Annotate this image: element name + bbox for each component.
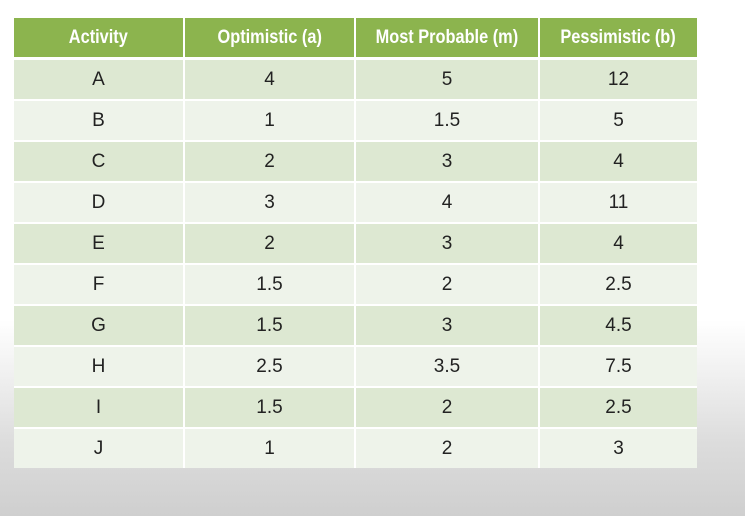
table-row: B 1 1.5 5	[14, 99, 697, 141]
cell-activity: J	[14, 427, 184, 468]
cell-optimistic: 1.5	[183, 263, 355, 305]
cell-pessimistic: 2.5	[538, 386, 697, 428]
table-row: F 1.5 2 2.5	[14, 263, 697, 305]
header-optimistic: Optimistic (a)	[183, 18, 355, 60]
cell-optimistic: 2.5	[183, 345, 355, 387]
cell-optimistic: 1	[183, 427, 355, 468]
cell-most-probable: 2	[354, 386, 539, 428]
cell-activity: B	[14, 99, 184, 141]
cell-pessimistic: 5	[538, 99, 697, 141]
cell-pessimistic: 4	[538, 140, 697, 182]
table-row: A 4 5 12	[14, 57, 697, 100]
cell-optimistic: 2	[183, 222, 355, 264]
cell-pessimistic: 11	[538, 181, 697, 223]
cell-most-probable: 3	[354, 140, 539, 182]
cell-optimistic: 2	[183, 140, 355, 182]
cell-activity: G	[14, 304, 184, 346]
cell-activity: D	[14, 181, 184, 223]
header-row: Activity Optimistic (a) Most Probable (m…	[14, 18, 697, 60]
cell-pessimistic: 12	[538, 57, 697, 100]
cell-pessimistic: 3	[538, 427, 697, 468]
table-row: I 1.5 2 2.5	[14, 386, 697, 428]
cell-activity: E	[14, 222, 184, 264]
cell-optimistic: 1	[183, 99, 355, 141]
header-most-probable: Most Probable (m)	[354, 18, 539, 60]
cell-optimistic: 1.5	[183, 304, 355, 346]
cell-most-probable: 3	[354, 222, 539, 264]
table-row: G 1.5 3 4.5	[14, 304, 697, 346]
cell-activity: I	[14, 386, 184, 428]
table-row: D 3 4 11	[14, 181, 697, 223]
header-pessimistic: Pessimistic (b)	[538, 18, 697, 60]
cell-pessimistic: 4.5	[538, 304, 697, 346]
cell-optimistic: 4	[183, 57, 355, 100]
table-row: J 1 2 3	[14, 427, 697, 468]
cell-most-probable: 3	[354, 304, 539, 346]
table-row: H 2.5 3.5 7.5	[14, 345, 697, 387]
cell-activity: C	[14, 140, 184, 182]
cell-optimistic: 1.5	[183, 386, 355, 428]
cell-pessimistic: 7.5	[538, 345, 697, 387]
cell-most-probable: 5	[354, 57, 539, 100]
activity-time-estimates-table: Activity Optimistic (a) Most Probable (m…	[14, 18, 697, 468]
cell-most-probable: 2	[354, 427, 539, 468]
cell-optimistic: 3	[183, 181, 355, 223]
cell-activity: F	[14, 263, 184, 305]
cell-pessimistic: 2.5	[538, 263, 697, 305]
table-row: C 2 3 4	[14, 140, 697, 182]
cell-most-probable: 3.5	[354, 345, 539, 387]
cell-most-probable: 4	[354, 181, 539, 223]
cell-activity: H	[14, 345, 184, 387]
table-row: E 2 3 4	[14, 222, 697, 264]
cell-pessimistic: 4	[538, 222, 697, 264]
header-activity: Activity	[14, 18, 184, 60]
cell-activity: A	[14, 57, 184, 100]
cell-most-probable: 1.5	[354, 99, 539, 141]
cell-most-probable: 2	[354, 263, 539, 305]
